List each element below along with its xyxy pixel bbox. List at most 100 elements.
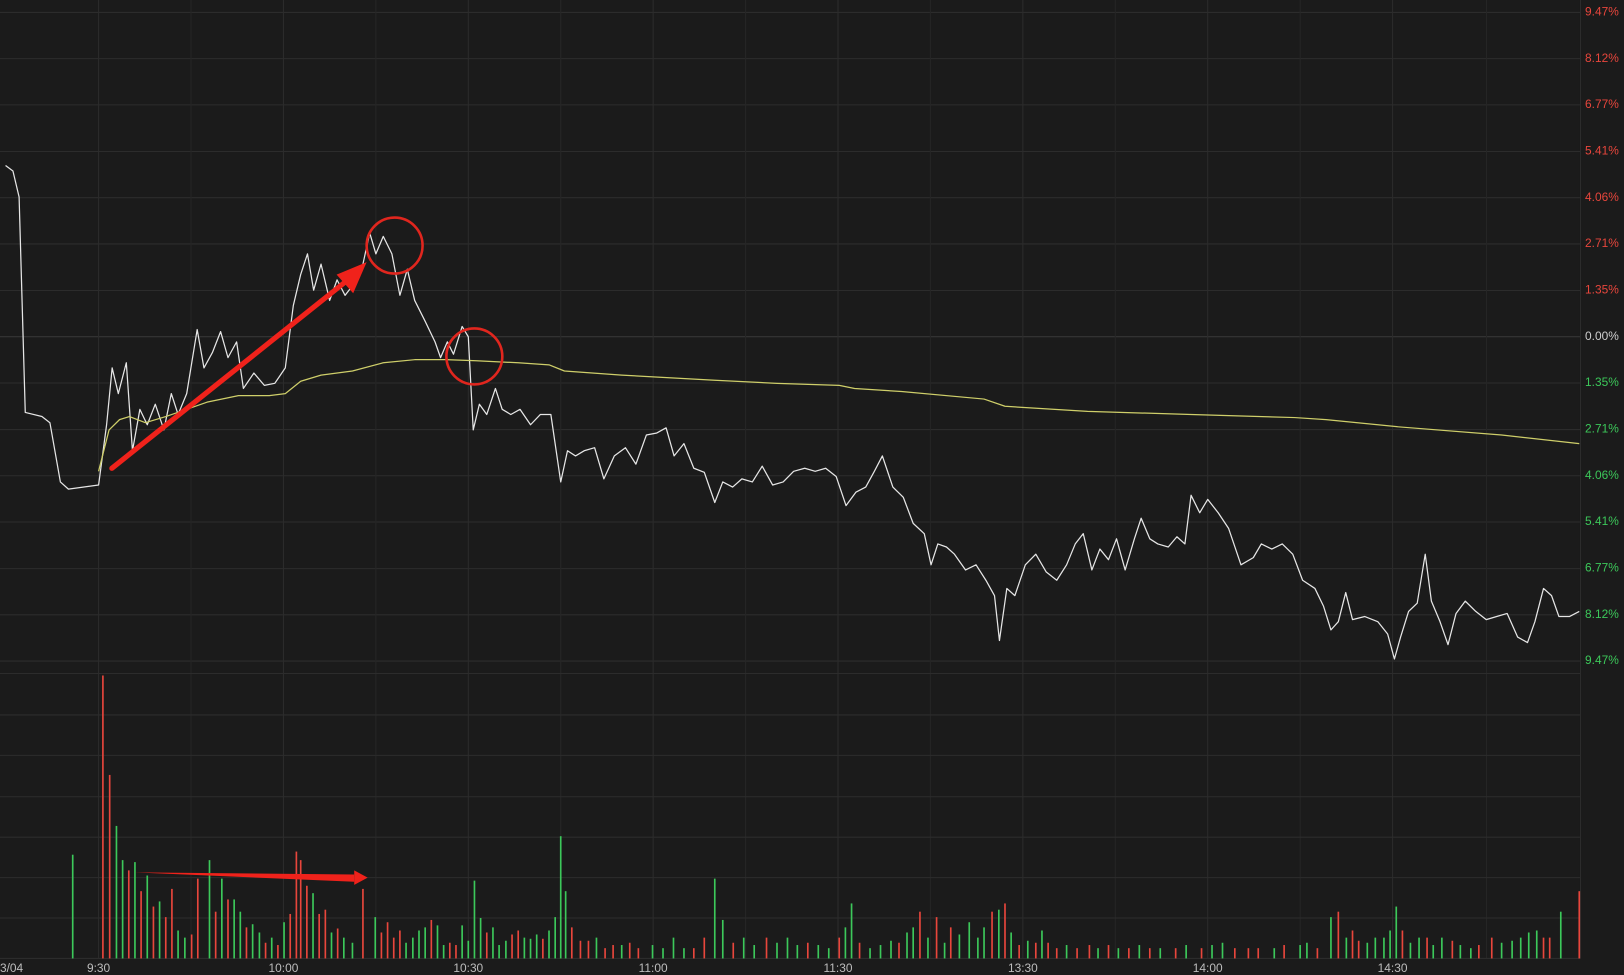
volume-bar bbox=[1337, 911, 1340, 959]
date-label: 3/04 bbox=[0, 961, 24, 975]
volume-bar bbox=[214, 911, 217, 959]
volume-bar bbox=[1490, 937, 1493, 959]
volume-bar bbox=[1451, 940, 1454, 959]
volume-bar bbox=[943, 942, 946, 959]
volume-bar bbox=[628, 942, 631, 959]
volume-bar bbox=[1034, 942, 1037, 959]
x-tick-label: 14:00 bbox=[1193, 961, 1223, 975]
volume-bar bbox=[1138, 945, 1141, 959]
volume-bar bbox=[258, 932, 261, 959]
x-tick-label: 11:30 bbox=[824, 961, 853, 975]
volume-bar bbox=[289, 913, 292, 959]
volume-bar bbox=[436, 925, 439, 959]
volume-bar bbox=[1559, 911, 1562, 959]
volume-bar bbox=[208, 860, 211, 959]
volume-bar bbox=[612, 945, 614, 959]
volume-bar bbox=[927, 937, 929, 959]
volume-bar bbox=[362, 888, 364, 959]
volume-bar bbox=[1395, 906, 1398, 959]
volume-bar bbox=[455, 945, 457, 959]
volume-bar bbox=[473, 880, 476, 959]
volume-bar bbox=[102, 675, 104, 959]
x-tick-label: 13:30 bbox=[1008, 961, 1038, 975]
volume-bar bbox=[1041, 930, 1043, 959]
volume-bar bbox=[1026, 940, 1029, 959]
volume-bar bbox=[492, 927, 494, 959]
volume-bar bbox=[1185, 945, 1187, 959]
y-tick-label: 1.35% bbox=[1585, 283, 1619, 297]
volume-bar bbox=[299, 860, 302, 959]
volume-bar bbox=[968, 922, 971, 959]
volume-bar bbox=[196, 878, 199, 959]
volume-bar bbox=[776, 942, 778, 959]
y-tick-label: 5.41% bbox=[1585, 514, 1619, 528]
volume-bar bbox=[1542, 937, 1545, 959]
y-tick-label: 4.06% bbox=[1585, 468, 1619, 482]
volume-bar bbox=[412, 937, 414, 959]
volume-bar bbox=[604, 948, 606, 959]
volume-bar bbox=[890, 940, 892, 959]
volume-bar bbox=[1221, 942, 1224, 959]
volume-bar bbox=[1401, 930, 1404, 959]
volume-bar bbox=[721, 919, 724, 959]
annotation-circle bbox=[365, 216, 424, 275]
annotation-arrow bbox=[109, 277, 351, 471]
volume-bar bbox=[283, 922, 285, 959]
volume-bar bbox=[386, 922, 389, 959]
volume-bar bbox=[251, 924, 254, 959]
volume-bar bbox=[1097, 948, 1099, 959]
y-tick-label: 6.77% bbox=[1585, 561, 1619, 575]
volume-bar bbox=[692, 948, 695, 959]
volume-bar bbox=[448, 942, 451, 959]
volume-bar bbox=[342, 937, 345, 959]
volume-bar bbox=[523, 937, 526, 959]
volume-bar bbox=[1159, 948, 1162, 959]
annotation-arrowhead bbox=[354, 870, 368, 885]
volume-bar bbox=[1511, 940, 1513, 959]
volume-bar bbox=[1330, 917, 1332, 959]
volume-bar bbox=[430, 919, 433, 959]
volume-bar bbox=[264, 942, 267, 959]
volume-bar bbox=[579, 940, 582, 959]
volume-bar bbox=[71, 854, 74, 959]
volume-bar bbox=[324, 909, 327, 959]
volume-bar bbox=[336, 928, 339, 959]
volume-bar bbox=[1409, 942, 1412, 959]
volume-bar bbox=[1257, 948, 1260, 959]
volume-bar bbox=[1478, 945, 1480, 959]
volume-bar bbox=[121, 860, 124, 959]
volume-bar bbox=[127, 870, 130, 959]
volume-bar bbox=[312, 893, 314, 959]
volume-bar bbox=[672, 937, 675, 959]
y-tick-label: 1.35% bbox=[1585, 375, 1619, 389]
volume-bar bbox=[1357, 940, 1360, 959]
x-tick-label: 10:00 bbox=[269, 961, 299, 975]
volume-bar bbox=[732, 942, 735, 959]
volume-bar bbox=[806, 942, 809, 959]
volume-bar bbox=[1345, 937, 1348, 959]
volume-bar bbox=[529, 938, 532, 959]
volume-bar bbox=[977, 937, 979, 959]
volume-bar bbox=[1578, 891, 1581, 959]
volume-bar bbox=[898, 942, 900, 959]
volume-bar bbox=[753, 945, 756, 959]
volume-bar bbox=[1047, 942, 1049, 959]
volume-bar bbox=[683, 948, 685, 959]
y-tick-label: 9.47% bbox=[1585, 653, 1619, 667]
volume-bar bbox=[844, 927, 847, 959]
y-tick-label: 0.00% bbox=[1585, 329, 1619, 343]
volume-bar bbox=[152, 906, 155, 959]
annotations bbox=[109, 216, 504, 885]
volume-bar bbox=[245, 927, 248, 959]
volume-bar bbox=[1351, 930, 1354, 959]
volume-bar bbox=[1018, 945, 1020, 959]
volume-bar bbox=[1117, 948, 1120, 959]
volume-bar bbox=[1065, 945, 1068, 959]
y-tick-label: 5.41% bbox=[1585, 144, 1619, 158]
volume-bar bbox=[498, 945, 500, 959]
y-tick-label: 2.71% bbox=[1585, 236, 1619, 250]
volume-bar bbox=[399, 930, 401, 959]
volume-bar bbox=[374, 917, 377, 959]
volume-bar bbox=[1500, 942, 1503, 959]
